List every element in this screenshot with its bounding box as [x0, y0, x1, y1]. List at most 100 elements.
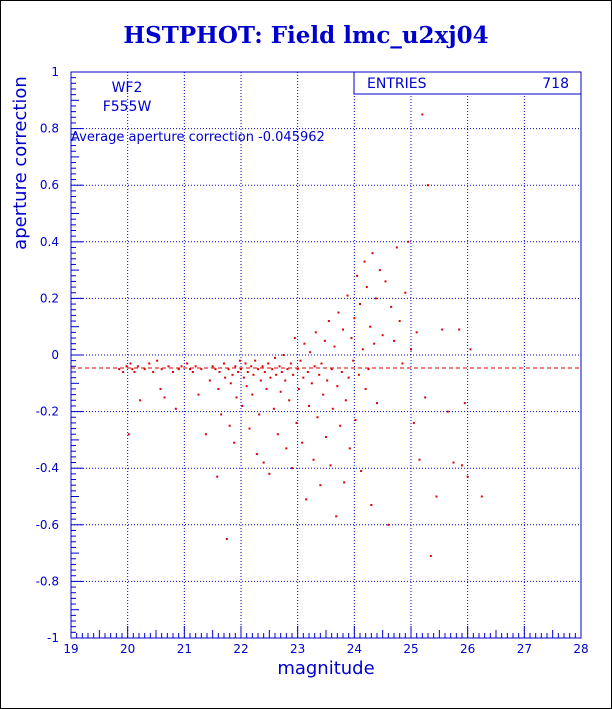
data-point: [393, 339, 395, 342]
data-point: [296, 368, 299, 371]
data-point: [313, 365, 316, 368]
y-tick-label: 0.8: [40, 122, 59, 136]
data-point: [360, 470, 363, 473]
data-point: [217, 387, 220, 390]
data-point: [245, 385, 248, 388]
data-point: [429, 554, 432, 557]
data-point: [261, 365, 264, 368]
y-tick-label: -0.2: [36, 405, 59, 419]
data-point: [259, 379, 262, 382]
data-point: [301, 441, 304, 444]
data-point: [384, 280, 387, 283]
data-point: [435, 495, 438, 498]
data-point: [279, 390, 282, 393]
data-point: [390, 305, 393, 308]
data-point: [333, 345, 336, 348]
data-point: [225, 537, 228, 540]
data-point: [344, 399, 347, 402]
data-point: [466, 475, 469, 478]
x-tick-label: 21: [177, 642, 192, 656]
data-point: [350, 337, 353, 340]
data-point: [410, 348, 412, 351]
data-point: [322, 393, 325, 396]
data-point: [136, 365, 139, 368]
data-point: [316, 416, 319, 419]
data-point: [286, 368, 289, 371]
data-point: [246, 370, 249, 373]
data-point: [337, 311, 340, 314]
data-point: [160, 368, 163, 371]
data-point: [376, 402, 378, 405]
data-point: [174, 407, 177, 410]
data-point: [370, 503, 373, 506]
y-tick-label: 0.2: [40, 291, 59, 305]
y-tick-label: -0.6: [36, 518, 59, 532]
data-point: [224, 376, 227, 379]
data-point: [319, 484, 322, 487]
data-point: [480, 495, 483, 498]
data-point: [208, 379, 211, 382]
data-point: [427, 184, 429, 187]
data-point: [387, 523, 390, 526]
data-point: [354, 419, 357, 422]
camera-label: WF2: [112, 80, 143, 96]
data-point: [340, 370, 343, 373]
data-point: [211, 365, 214, 368]
data-point: [148, 362, 151, 365]
data-point: [167, 365, 170, 368]
data-point: [172, 370, 174, 373]
data-point: [292, 373, 295, 376]
data-point: [305, 498, 308, 501]
data-point: [407, 240, 410, 243]
data-point: [342, 328, 344, 331]
data-point: [309, 351, 312, 354]
data-point: [223, 362, 225, 365]
data-point: [271, 368, 274, 371]
data-point: [118, 368, 121, 371]
data-point: [275, 373, 278, 376]
data-point: [159, 387, 162, 390]
filter-label: F555W: [103, 99, 152, 115]
data-point: [240, 368, 242, 371]
data-point: [302, 376, 305, 379]
data-point: [191, 370, 194, 373]
data-point: [369, 325, 372, 328]
data-point: [244, 362, 247, 365]
data-point: [401, 362, 404, 365]
data-point: [216, 475, 219, 478]
data-point: [412, 421, 415, 424]
data-point: [156, 359, 159, 362]
data-point: [291, 467, 293, 470]
data-point: [257, 368, 259, 371]
data-point: [122, 370, 125, 373]
x-tick-label: 22: [233, 642, 248, 656]
data-point: [461, 464, 463, 467]
y-tick-label: -0.8: [36, 574, 59, 588]
data-point: [127, 433, 130, 436]
data-point: [374, 297, 377, 300]
data-point: [129, 362, 132, 365]
data-point: [352, 359, 355, 362]
data-point: [278, 365, 281, 368]
x-tick-label: 19: [63, 642, 78, 656]
data-point: [323, 339, 326, 342]
data-point: [381, 334, 384, 337]
data-point: [285, 447, 288, 450]
data-point: [233, 441, 236, 444]
data-point: [238, 359, 241, 362]
data-point: [139, 399, 142, 402]
data-point: [421, 113, 424, 116]
data-point: [180, 365, 183, 368]
data-point: [163, 396, 166, 399]
y-axis-label: aperture correction: [10, 76, 31, 250]
data-point: [469, 348, 472, 351]
data-point: [250, 365, 253, 368]
data-point: [289, 362, 292, 365]
data-point: [133, 370, 136, 373]
y-tick-label: 0.4: [40, 235, 59, 249]
data-point: [242, 376, 245, 379]
data-point: [197, 393, 200, 396]
data-point: [204, 433, 207, 436]
data-point: [371, 252, 374, 255]
data-point: [418, 458, 421, 461]
